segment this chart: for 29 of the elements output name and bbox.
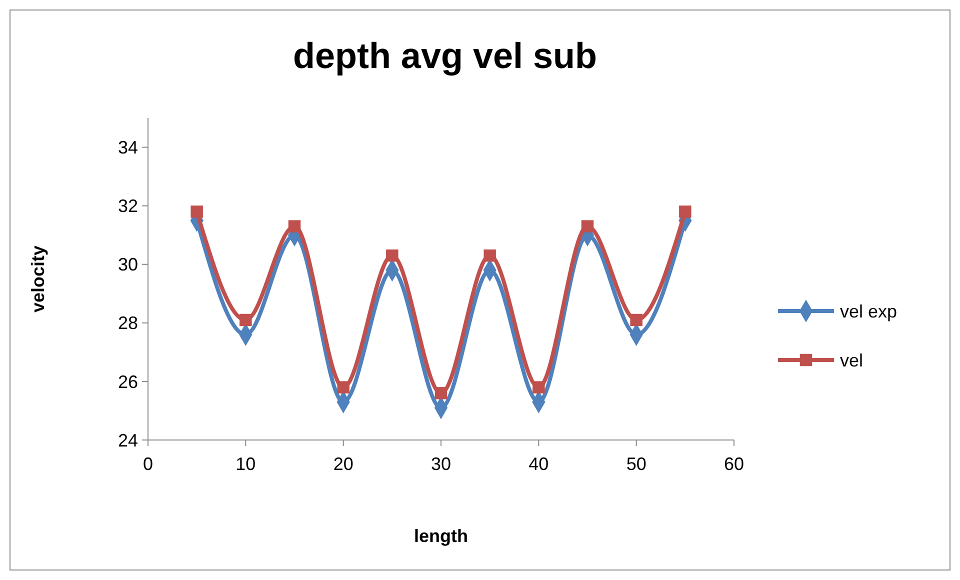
x-tick-label: 30 xyxy=(430,454,452,474)
point xyxy=(484,249,496,262)
point xyxy=(532,381,545,394)
legend-label: vel xyxy=(840,350,864,370)
x-tick-label: 60 xyxy=(724,454,744,474)
x-axis-title: length xyxy=(414,526,468,546)
point xyxy=(679,206,692,218)
legend-label: vel exp xyxy=(840,301,898,322)
point xyxy=(386,249,398,262)
y-tick-label: 34 xyxy=(118,138,138,158)
x-tick-label: 0 xyxy=(142,454,154,474)
y-tick-label: 28 xyxy=(118,313,138,334)
x-tick-label: 40 xyxy=(528,454,549,474)
x-tick-label: 20 xyxy=(333,454,354,474)
point xyxy=(288,220,301,232)
point xyxy=(581,220,594,232)
point xyxy=(190,206,203,218)
y-tick-label: 32 xyxy=(118,196,138,216)
y-tick-label: 30 xyxy=(118,254,138,275)
point xyxy=(630,314,642,326)
point xyxy=(337,381,350,394)
point xyxy=(240,314,252,326)
chart-title: depth avg vel sub xyxy=(292,35,598,76)
y-tick-label: 26 xyxy=(118,372,138,392)
x-tick-label: 10 xyxy=(236,454,256,474)
y-tick-label: 24 xyxy=(118,430,138,450)
point xyxy=(434,387,448,400)
x-tick-label: 50 xyxy=(626,454,646,474)
y-axis-title: velocity xyxy=(28,245,48,313)
